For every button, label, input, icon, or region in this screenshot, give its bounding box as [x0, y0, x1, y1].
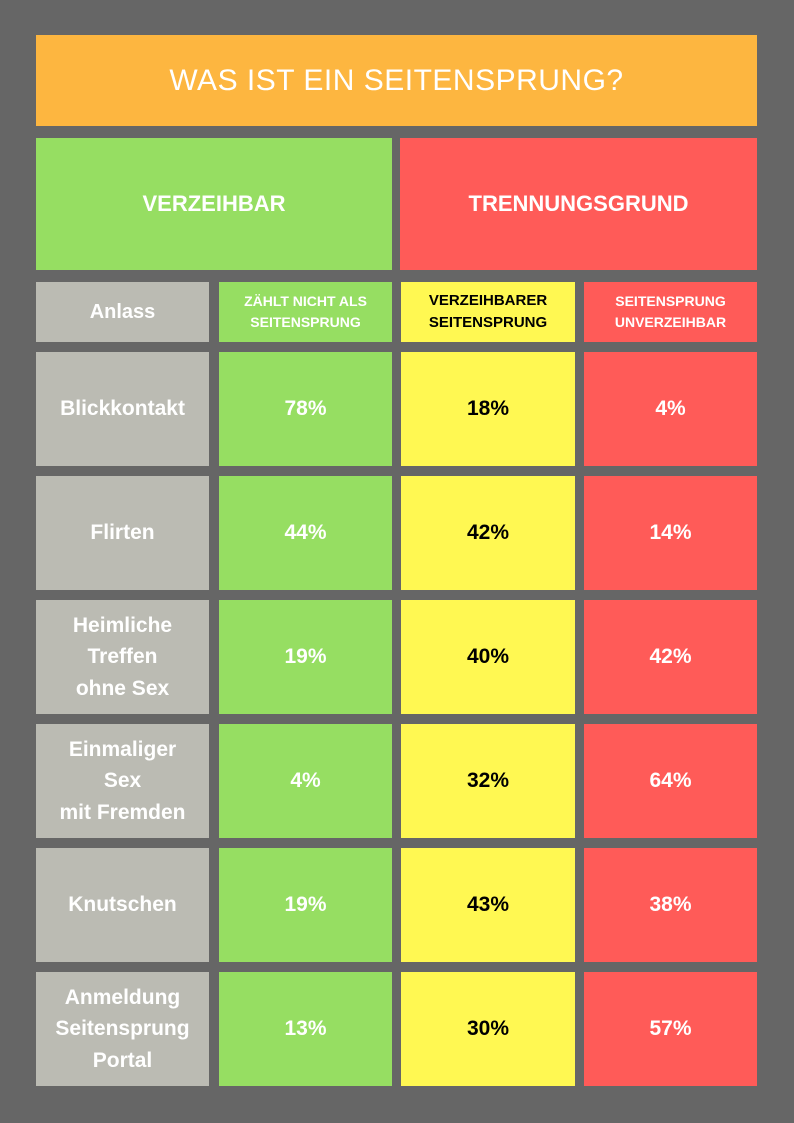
value-not-counted: 78% — [219, 352, 392, 466]
value-forgivable: 40% — [401, 600, 575, 714]
value-not-counted: 19% — [219, 848, 392, 962]
row-label: Flirten — [36, 476, 209, 590]
table-row: Einmaliger Sex mit Fremden 4% 32% 64% — [0, 724, 794, 838]
table-row: Heimliche Treffen ohne Sex 19% 40% 42% — [0, 600, 794, 714]
value-unforgivable: 64% — [584, 724, 757, 838]
value-unforgivable: 4% — [584, 352, 757, 466]
table-row: Knutschen 19% 43% 38% — [0, 848, 794, 962]
page-title: WAS IST EIN SEITENSPRUNG? — [36, 35, 757, 126]
table-row: Blickkontakt 78% 18% 4% — [0, 352, 794, 466]
value-forgivable: 18% — [401, 352, 575, 466]
table-row: Anmeldung Seitensprung Portal 13% 30% 57% — [0, 972, 794, 1086]
row-label: Blickkontakt — [36, 352, 209, 466]
value-unforgivable: 38% — [584, 848, 757, 962]
column-header-forgivable: VERZEIHBARER SEITENSPRUNG — [401, 282, 575, 342]
value-not-counted: 19% — [219, 600, 392, 714]
value-unforgivable: 57% — [584, 972, 757, 1086]
value-forgivable: 43% — [401, 848, 575, 962]
row-label: Heimliche Treffen ohne Sex — [36, 600, 209, 714]
value-not-counted: 44% — [219, 476, 392, 590]
group-header-verzeihbar: VERZEIHBAR — [36, 138, 392, 270]
value-unforgivable: 42% — [584, 600, 757, 714]
value-forgivable: 42% — [401, 476, 575, 590]
row-label: Anmeldung Seitensprung Portal — [36, 972, 209, 1086]
group-header-trennungsgrund: TRENNUNGSGRUND — [400, 138, 757, 270]
row-label: Knutschen — [36, 848, 209, 962]
value-forgivable: 30% — [401, 972, 575, 1086]
column-header-unforgivable: SEITENSPRUNG UNVERZEIHBAR — [584, 282, 757, 342]
column-header-not-counted: ZÄHLT NICHT ALS SEITENSPRUNG — [219, 282, 392, 342]
value-not-counted: 4% — [219, 724, 392, 838]
column-header-anlass: Anlass — [36, 282, 209, 342]
table-row: Flirten 44% 42% 14% — [0, 476, 794, 590]
row-label: Einmaliger Sex mit Fremden — [36, 724, 209, 838]
value-not-counted: 13% — [219, 972, 392, 1086]
value-forgivable: 32% — [401, 724, 575, 838]
value-unforgivable: 14% — [584, 476, 757, 590]
